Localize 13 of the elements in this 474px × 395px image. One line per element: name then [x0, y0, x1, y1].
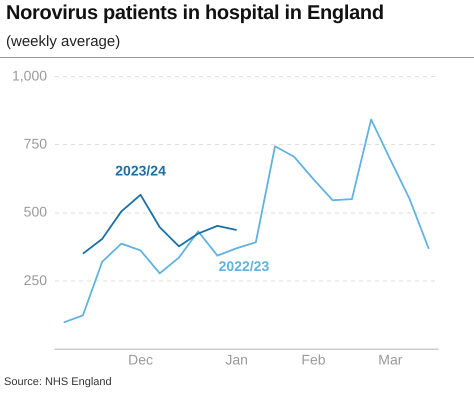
chart-subtitle: (weekly average): [6, 33, 120, 50]
x-tick-label: Mar: [378, 351, 403, 368]
series-label: 2022/23: [218, 258, 270, 274]
chart-title: Norovirus patients in hospital in England: [6, 2, 384, 25]
y-tick-label: 500: [24, 204, 48, 220]
x-tick-label: Dec: [128, 351, 153, 368]
y-tick-label: 1,000: [12, 67, 48, 84]
y-tick-label: 750: [24, 135, 48, 152]
series-label: 2023/24: [115, 162, 166, 179]
x-tick-label: Feb: [301, 351, 326, 368]
source-note: Source: NHS England: [4, 376, 112, 388]
x-tick-label: Jan: [225, 351, 248, 368]
y-tick-label: 250: [24, 272, 48, 288]
